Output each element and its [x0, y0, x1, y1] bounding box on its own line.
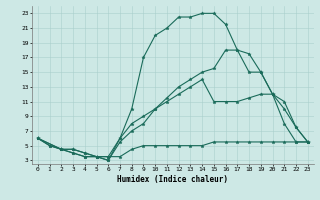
X-axis label: Humidex (Indice chaleur): Humidex (Indice chaleur)	[117, 175, 228, 184]
